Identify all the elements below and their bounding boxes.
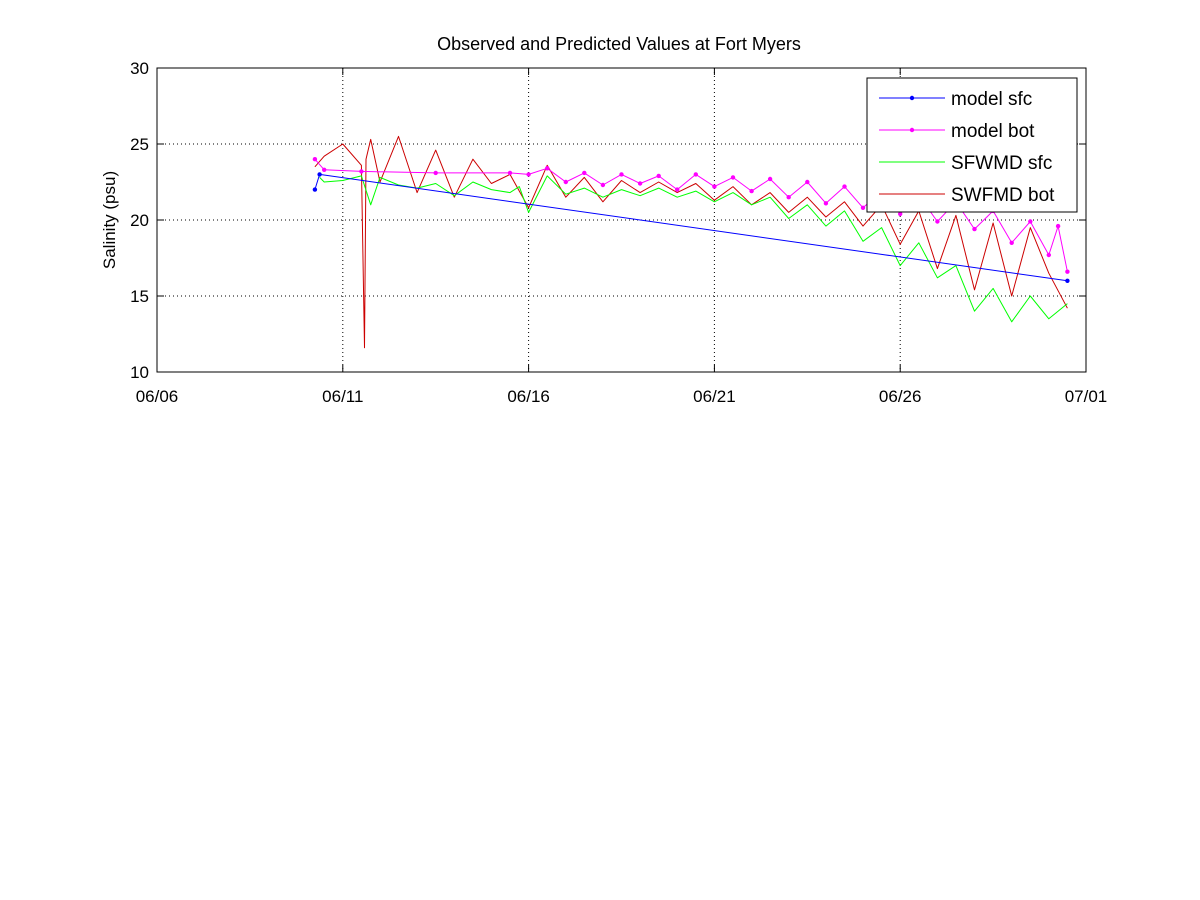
y-tick-label: 20 <box>130 211 149 230</box>
data-point-model-bot <box>823 201 829 206</box>
data-point-model-bot <box>898 211 903 217</box>
legend-label-model-bot: model bot <box>951 121 1035 142</box>
grid-lines <box>157 68 1086 372</box>
legend-marker-model-sfc <box>909 95 915 101</box>
data-point-model-bot <box>675 187 680 192</box>
data-point-model-bot <box>507 170 513 176</box>
x-tick-label: 06/16 <box>507 387 550 406</box>
y-tick-label: 10 <box>130 363 149 382</box>
data-point-model-bot <box>1055 223 1061 229</box>
x-tick-label: 07/01 <box>1065 387 1108 406</box>
series-line-model-bot <box>314 158 1068 272</box>
data-point-model-sfc <box>317 172 322 177</box>
data-point-model-bot <box>563 179 568 185</box>
data-point-model-bot <box>656 173 661 179</box>
data-point-model-bot <box>1065 269 1070 274</box>
legend-box <box>866 77 1078 213</box>
data-point-model-bot <box>730 175 736 180</box>
legend-label-model-sfc: model sfc <box>951 89 1032 110</box>
series-line-sfwmd-sfc <box>319 175 1068 323</box>
data-point-model-bot <box>545 166 550 171</box>
data-point-model-bot <box>637 181 643 186</box>
y-tick-label: 25 <box>130 135 149 154</box>
data-point-model-bot <box>860 205 866 210</box>
data-point-model-bot <box>767 176 773 182</box>
legend-marker-model-bot <box>909 127 915 133</box>
data-point-model-bot <box>619 172 624 177</box>
data-point-model-sfc <box>1065 278 1070 283</box>
legend-label-swfmd-bot: SWFMD bot <box>951 185 1055 206</box>
y-tick-label: 15 <box>130 287 149 306</box>
data-point-model-bot <box>322 167 327 172</box>
data-point-model-bot <box>749 188 754 194</box>
legend-label-sfwmd-sfc: SFWMD sfc <box>951 153 1052 174</box>
legend: model sfc model bot SFWMD sfc SWFMD bot <box>866 77 1078 213</box>
x-tick-label: 06/21 <box>693 387 736 406</box>
data-point-model-bot <box>842 184 847 189</box>
data-point-model-bot <box>786 195 791 200</box>
y-tick-label: 30 <box>130 59 149 78</box>
data-point-model-bot <box>693 172 698 177</box>
data-point-model-sfc <box>312 187 318 192</box>
data-point-model-bot <box>433 170 438 176</box>
data-point-model-bot <box>312 157 318 162</box>
data-point-model-bot <box>582 170 587 176</box>
chart-title: Observed and Predicted Values at Fort My… <box>437 34 801 54</box>
data-point-model-bot <box>935 219 940 224</box>
data-point-model-bot <box>1046 252 1052 258</box>
x-tick-label: 06/11 <box>322 387 363 406</box>
x-tick-label: 06/06 <box>136 387 179 406</box>
data-point-model-bot <box>600 182 606 188</box>
data-point-model-bot <box>712 184 717 189</box>
data-point-model-bot <box>1028 219 1033 224</box>
x-tick-label: 06/26 <box>879 387 922 406</box>
y-axis-label: Salinity (psu) <box>100 171 119 269</box>
data-point-model-bot <box>526 172 531 177</box>
series-line-swfmd-bot <box>314 135 1068 349</box>
data-point-model-bot <box>1009 240 1014 245</box>
data-point-model-bot <box>972 226 977 232</box>
data-point-model-bot <box>359 169 364 174</box>
series-lines <box>312 135 1070 349</box>
axis-ticks: 06/06 06/11 06/16 06/21 06/26 07/01 10 15 20 25 30 <box>130 59 1107 406</box>
data-point-model-bot <box>805 179 810 185</box>
